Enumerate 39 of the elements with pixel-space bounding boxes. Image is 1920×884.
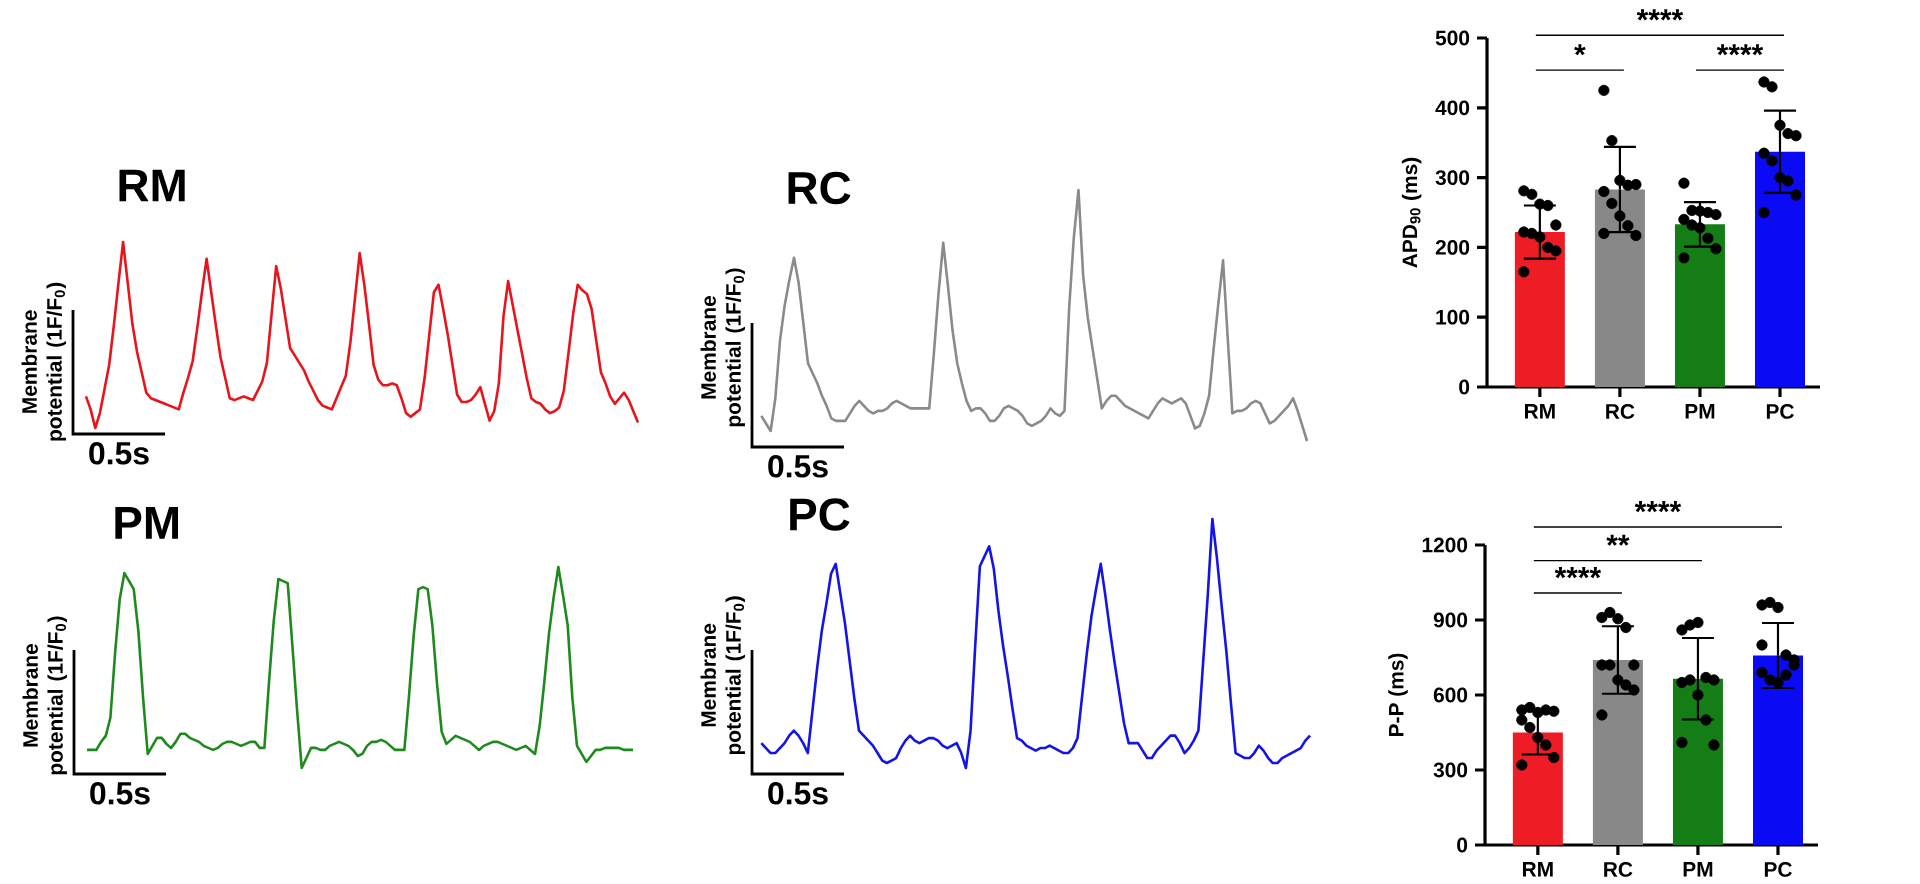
chart-title: PC — [790, 498, 850, 531]
y-tick-label: 300 — [1435, 170, 1470, 186]
x-tick-label: RM — [1524, 404, 1555, 419]
y-axis-title: P-P (ms) — [1388, 653, 1408, 737]
y-tick-label: 600 — [1433, 687, 1468, 703]
text: 0.5s — [90, 782, 150, 805]
y-tick-label: 300 — [1433, 762, 1468, 778]
y-tick-label: 500 — [1435, 30, 1470, 46]
x-tick-label: PC — [1764, 862, 1792, 877]
chart-title: RM — [119, 169, 185, 202]
text: **** — [1634, 501, 1682, 513]
text: 0.5s — [768, 455, 828, 478]
y-tick-label: 0 — [1459, 379, 1470, 395]
x-tick-label: PM — [1683, 862, 1713, 877]
annotation: ** — [1606, 534, 1630, 546]
y-tick-label: 0 — [1457, 837, 1468, 853]
y-tick-label: 100 — [1436, 309, 1470, 325]
y-tick-label: 1200 — [1422, 537, 1468, 553]
x-tick-label: PC — [1766, 404, 1794, 419]
y-tick-label: 900 — [1433, 612, 1468, 628]
y-axis-title: Membrane potential (1F/F$_{0}$) — [22, 616, 67, 775]
annotation: * — [1574, 44, 1586, 56]
y-axis-title: Membrane potential (1F/F$_{0}$) — [700, 268, 745, 427]
annotation: **** — [1554, 567, 1602, 579]
text: 0.5s — [89, 442, 149, 465]
x-tick-label: PM — [1685, 404, 1715, 419]
chart-title: RC — [788, 171, 851, 205]
x-tick-label: RC — [1606, 404, 1635, 419]
text: 0.5s — [768, 782, 828, 805]
x-tick-label: RM — [1522, 862, 1553, 877]
y-axis-title: APD$_{90}$ (ms) — [1401, 157, 1422, 268]
y-tick-label: 400 — [1435, 100, 1470, 116]
annotation: **** — [1716, 44, 1764, 56]
text: **** — [1636, 9, 1684, 21]
chart-title: PM — [115, 507, 178, 539]
y-axis-title: Membrane potential (1F/F$_{0}$) — [21, 282, 66, 441]
x-tick-label: RC — [1604, 862, 1633, 877]
y-axis-title: Membrane potential (1F/F$_{0}$) — [700, 596, 745, 755]
y-tick-label: 200 — [1435, 240, 1470, 255]
